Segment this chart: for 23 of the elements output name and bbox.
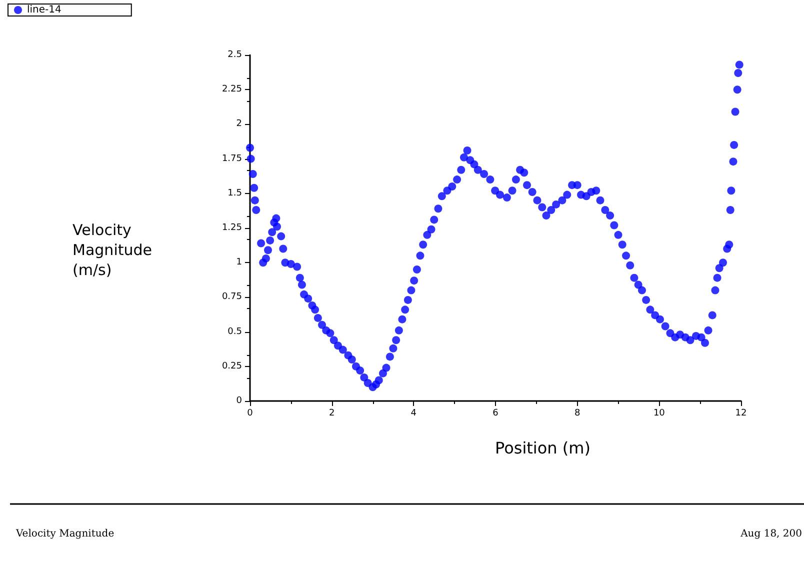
y-tick-label: 1 [236,258,242,268]
x-tick-label: 0 [247,408,254,418]
text: Aug 18, 200 [740,528,802,540]
x-tick-label: 2 [328,408,335,418]
x-tick-label: 6 [492,408,499,418]
y-tick-label: 1.25 [222,223,242,233]
y-axis-title: Velocity Magnitude (m/s) [72,221,152,279]
y-tick-label: 1.5 [228,188,242,198]
legend-label: line-14 [27,4,62,16]
x-axis-title: Position (m) [495,438,590,458]
text: Velocity Magnitude [15,528,114,540]
x-tick-label: 4 [410,408,417,418]
y-tick-label: 2.5 [228,50,242,60]
x-tick-label: 10 [653,408,666,418]
y-tick-label: 0 [236,396,242,406]
x-tick-label: 8 [574,408,580,418]
y-tick-label: 0.25 [222,361,242,372]
y-tick-label: 2 [236,119,242,130]
y-tick-label: 0.5 [228,326,242,337]
y-tick-label: 0.75 [222,292,242,302]
x-tick-label: 12 [735,408,747,418]
y-tick-label: 2.25 [222,84,242,95]
y-tick-label: 1.75 [222,154,242,164]
